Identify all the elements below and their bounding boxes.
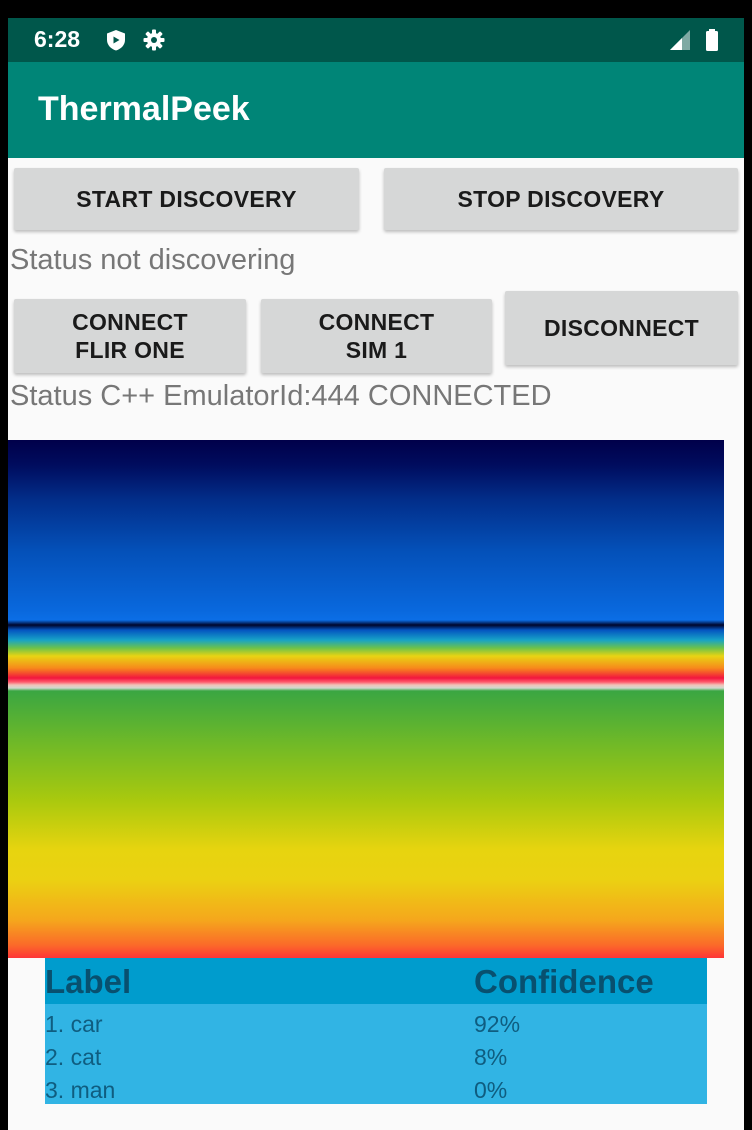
confidence-column-header: Confidence [474, 963, 654, 1000]
discovery-status: Status not discovering [10, 244, 296, 276]
stop-discovery-button[interactable]: STOP DISCOVERY [384, 168, 738, 230]
table-header: Label Confidence [45, 958, 707, 1004]
connect-flir-one-line2: FLIR ONE [75, 337, 185, 363]
app-title: ThermalPeek [38, 90, 250, 128]
results-table: Label Confidence 1. car 92% 2. cat 8% 3.… [45, 958, 707, 1104]
app-bar: ThermalPeek [8, 62, 744, 158]
shield-icon [104, 28, 128, 52]
connect-flir-one-button[interactable]: CONNECT FLIR ONE [14, 299, 246, 373]
row-label: 3. man [45, 1077, 116, 1103]
disconnect-button[interactable]: DISCONNECT [505, 291, 738, 365]
connection-status: Status C++ EmulatorId:444 CONNECTED [10, 380, 552, 412]
connect-flir-one-line1: CONNECT [72, 309, 188, 335]
gear-icon [142, 28, 166, 52]
app-screen: 6:28 [8, 18, 744, 1130]
row-confidence: 0% [474, 1077, 508, 1103]
row-label: 1. car [45, 1011, 103, 1037]
signal-icon [668, 28, 692, 52]
row-label: 2. cat [45, 1044, 102, 1070]
start-discovery-button[interactable]: START DISCOVERY [14, 168, 359, 230]
connect-sim-line1: CONNECT [318, 309, 435, 335]
battery-icon [700, 28, 724, 52]
thermal-image [8, 440, 724, 958]
status-bar: 6:28 [8, 18, 744, 62]
row-confidence: 92% [474, 1011, 521, 1037]
label-column-header: Label [45, 963, 132, 1000]
row-confidence: 8% [474, 1044, 508, 1070]
connect-sim-line2: SIM 1 [345, 337, 408, 363]
status-time: 6:28 [34, 26, 81, 52]
connect-sim-button[interactable]: CONNECT SIM 1 [261, 299, 492, 373]
